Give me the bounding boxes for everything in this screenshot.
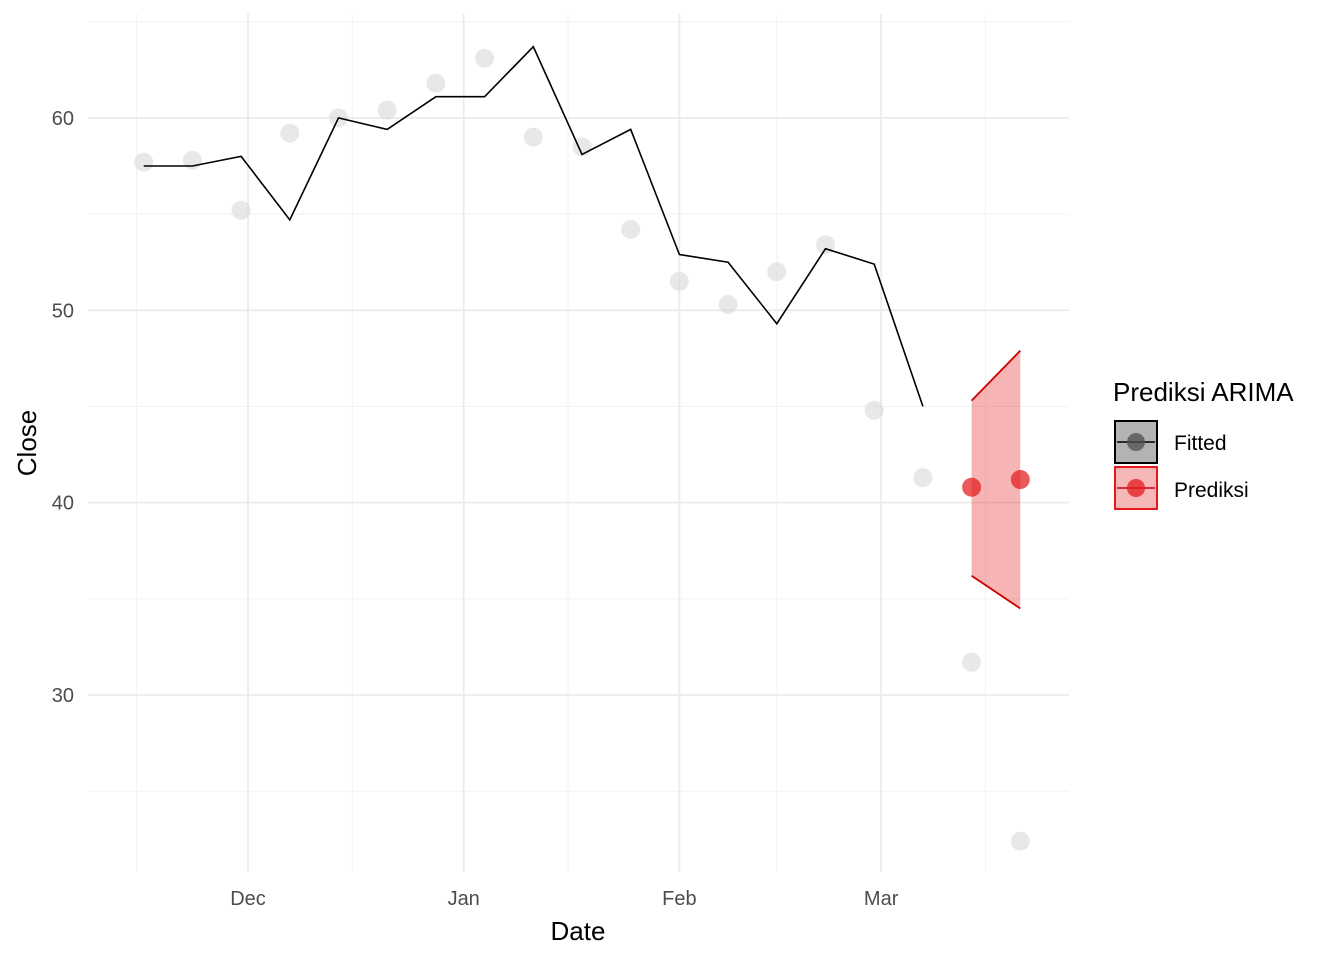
legend-label-prediksi: Prediksi [1174,479,1249,502]
actual-point [669,271,689,291]
tick-labels: 30 40 50 60 Dec Jan Feb Mar [52,108,899,910]
legend-item-fitted: Fitted [1114,420,1227,464]
fitted-line-layer [143,45,924,407]
x-axis-title: Date [551,916,606,946]
prediction-points [962,470,1030,497]
actual-point [523,127,543,147]
prediction-band [971,350,1021,609]
actual-point [621,219,641,239]
y-tick-label: 40 [52,493,74,515]
prediction-point [962,477,982,497]
y-tick-label: 60 [52,108,74,130]
y-tick-label: 50 [52,300,74,322]
actual-point [280,123,300,143]
legend: Prediksi ARIMA Fitted Prediksi [1113,377,1294,510]
y-tick-label: 30 [52,685,74,707]
x-tick-label: Dec [230,888,266,910]
prediction-upper-line [970,350,1021,402]
prediction-lower-line [971,574,1021,610]
legend-point-fitted [1127,433,1145,451]
actual-point [767,262,787,282]
legend-label-fitted: Fitted [1174,432,1227,455]
x-tick-label: Feb [662,888,696,910]
actual-point [231,200,251,220]
actual-points [134,48,1030,851]
y-axis-title: Close [12,410,42,476]
actual-point [913,468,933,488]
legend-point-prediksi [1127,479,1145,497]
legend-title: Prediksi ARIMA [1113,377,1294,407]
fitted-line [143,45,924,407]
actual-point [718,294,738,314]
actual-point [1010,831,1030,851]
actual-point [864,400,884,420]
x-tick-label: Jan [448,888,480,910]
prediction-point [1010,470,1030,490]
actual-point [475,48,495,68]
legend-item-prediksi: Prediksi [1114,466,1249,510]
actual-point [377,100,397,120]
actual-point [182,150,202,170]
prediction-interval [970,350,1021,610]
actual-point [134,152,154,172]
actual-point [962,652,982,672]
actual-point [426,73,446,93]
x-tick-label: Mar [864,888,899,910]
